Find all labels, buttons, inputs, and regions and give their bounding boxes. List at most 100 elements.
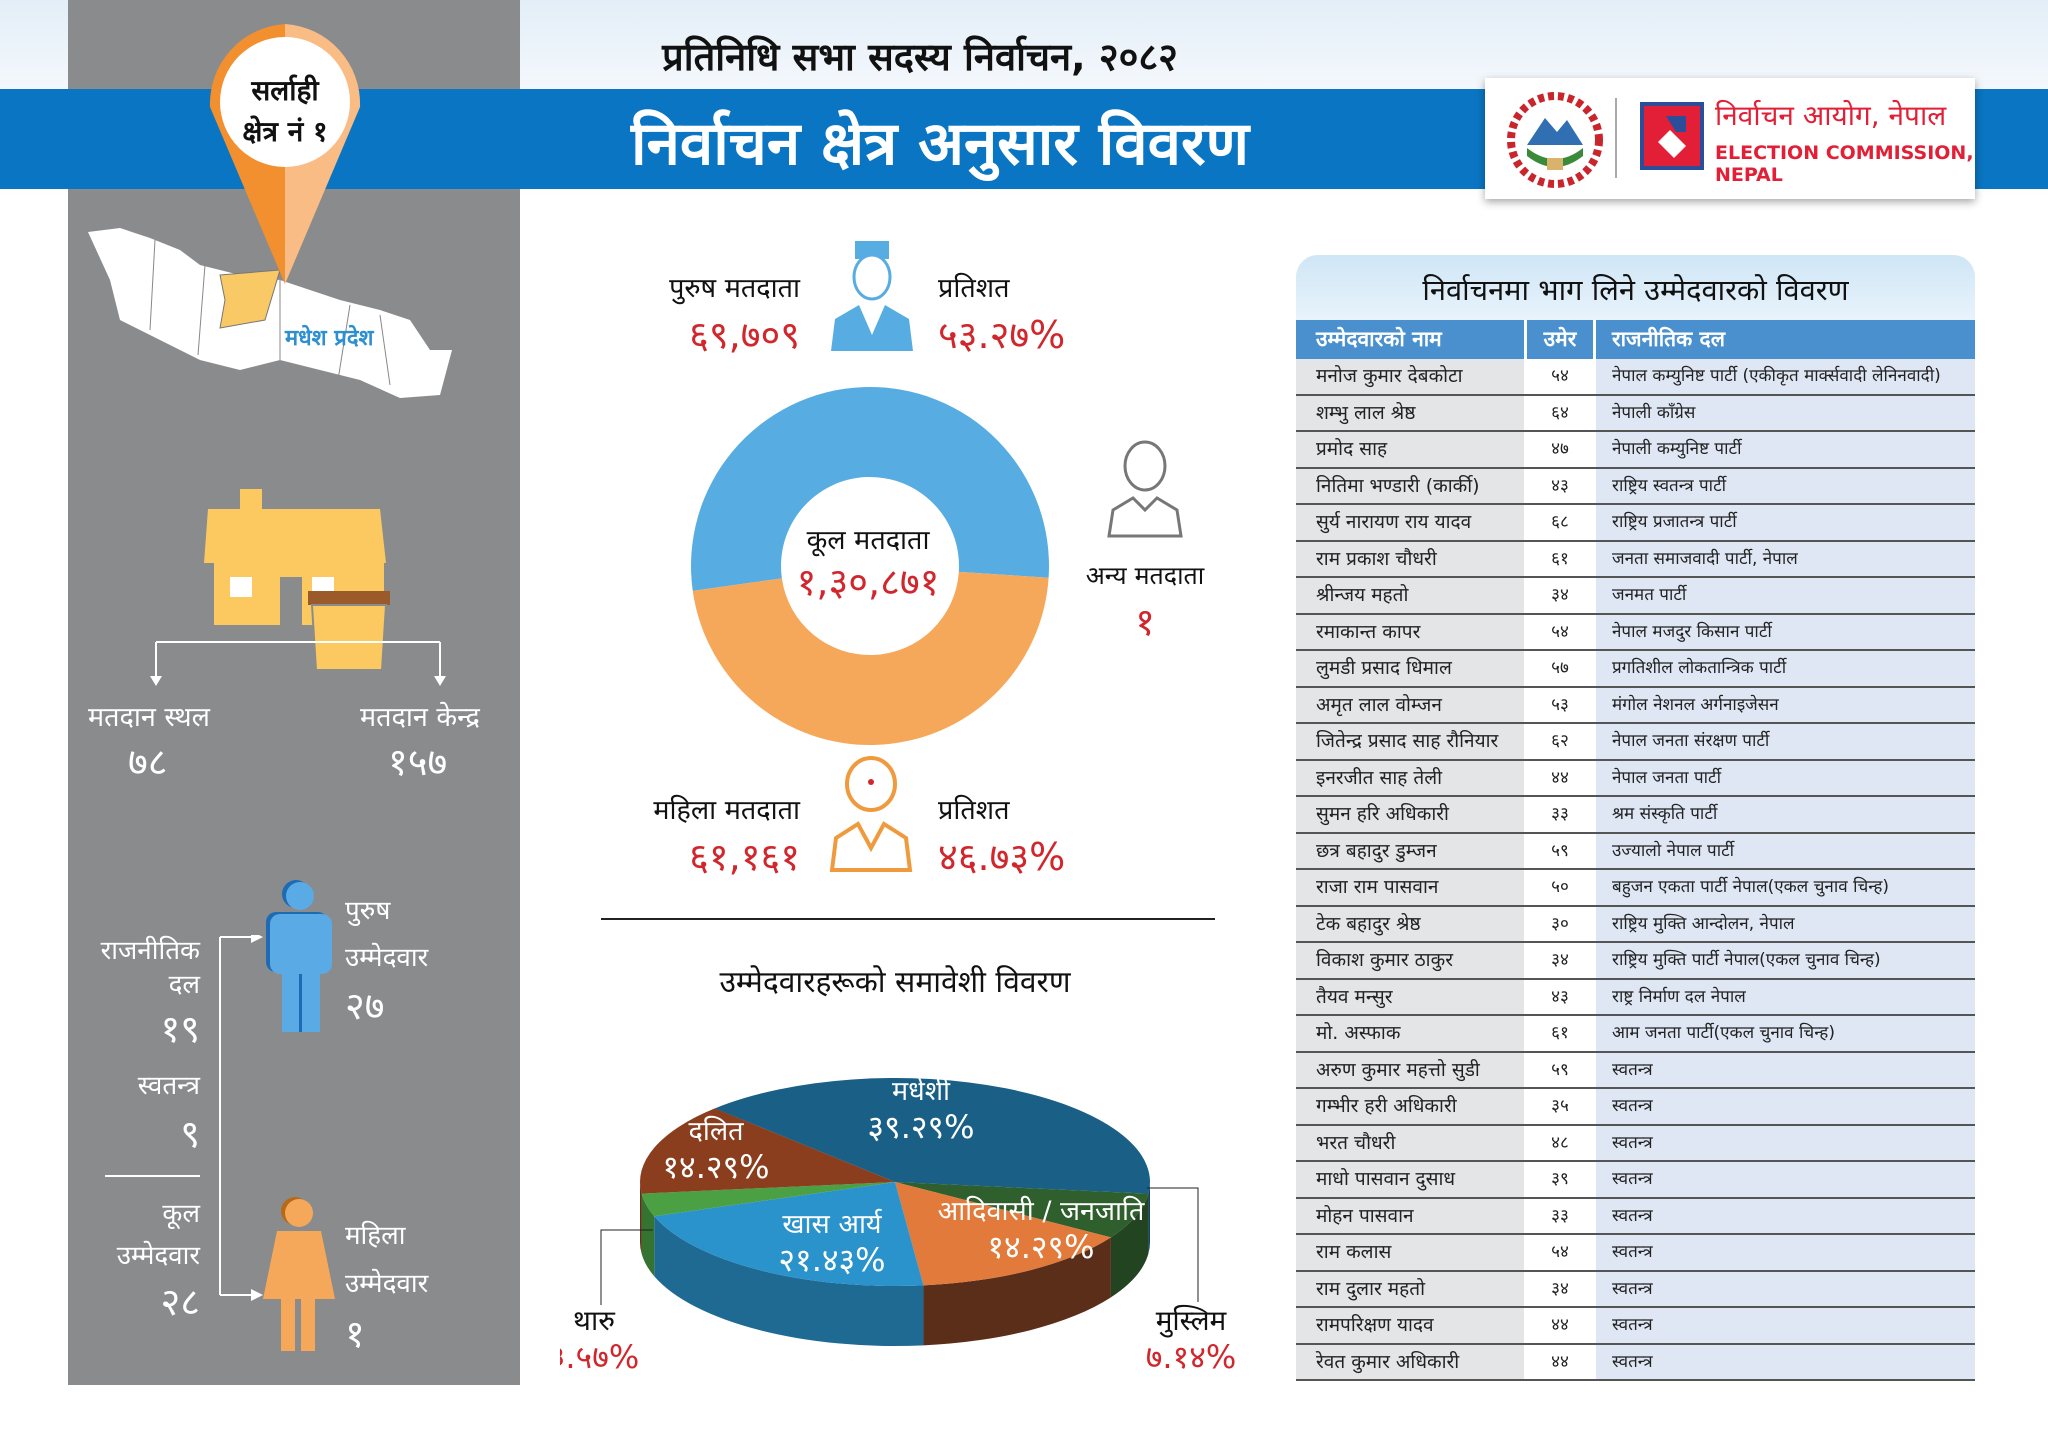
candidate-age: ५७ [1524,651,1596,686]
other-voters-label: अन्य मतदाता [1085,561,1205,590]
candidate-party: राष्ट्र निर्माण दल नेपाल [1596,979,1975,1014]
party-candidates-label: राजनीतिक दल [100,936,200,1000]
polling-stations-value: ७८ [128,740,168,784]
candidate-age: ५४ [1524,359,1596,394]
candidate-name: छत्र बहादुर डुम्जन [1296,833,1524,868]
table-row: प्रमोद साह ४७ नेपाली कम्युनिष्ट पार्टी [1296,432,1975,469]
polling-stations-label: मतदान स्थल [88,702,210,733]
table-row: तैयव मन्सुर ४३ राष्ट्र निर्माण दल नेपाल [1296,979,1975,1016]
candidate-table: निर्वाचनमा भाग लिने उम्मेदवारको विवरण उम… [1296,255,1975,1381]
total-candidates-value: २८ [160,1280,200,1324]
table-row: रेवत कुमार अधिकारी ४४ स्वतन्त्र [1296,1344,1975,1381]
sum-divider [105,1175,200,1177]
candidate-age: ६२ [1524,724,1596,759]
candidate-party: नेपाल जनता संरक्षण पार्टी [1596,724,1975,759]
female-candidates-label-2: उम्मेदवार [345,1269,429,1299]
table-row: गम्भीर हरी अधिकारी ३५ स्वतन्त्र [1296,1089,1975,1126]
candidate-party: आम जनता पार्टी(एकल चुनाव चिन्ह) [1596,1016,1975,1051]
table-row: राजा राम पासवान ५० बहुजन एकता पार्टी नेपाल… [1296,870,1975,907]
candidate-name: गम्भीर हरी अधिकारी [1296,1089,1524,1124]
female-candidates-label-1: महिला [345,1221,406,1251]
table-row: मो. अस्फाक ६१ आम जनता पार्टी(एकल चुनाव चिन… [1296,1016,1975,1053]
table-row: जितेन्द्र प्रसाद साह रौनियार ६२ नेपाल जनता… [1296,724,1975,761]
candidate-party: नेपाल मजदुर किसान पार्टी [1596,614,1975,649]
table-row: लुमडी प्रसाद धिमाल ५७ प्रगतिशील लोकतान्त्र… [1296,651,1975,688]
pie-value-0: ३९.२९% [867,1108,974,1146]
candidate-party: नेपाल कम्युनिष्ट पार्टी (एकीकृत मार्क्सव… [1596,359,1975,394]
candidate-party: स्वतन्त्र [1596,1271,1975,1306]
pie-side-0 [1148,1182,1150,1254]
tharu-leader-line [600,1229,653,1305]
province-label: मधेश प्रदेश [285,326,374,351]
table-row: सुर्य नारायण राय यादव ६८ राष्ट्रिय प्रजातन… [1296,505,1975,542]
pie-slice-4 [641,1182,895,1217]
candidate-age: ४४ [1524,760,1596,795]
independent-candidates-label: स्वतन्त्र [137,1071,200,1101]
candidate-name: राम कलास [1296,1235,1524,1270]
candidate-party: राष्ट्रिय स्वतन्त्र पार्टी [1596,468,1975,503]
candidate-age: ४४ [1524,1344,1596,1379]
election-commission-logo-icon [1640,102,1704,170]
candidate-name: सुर्य नारायण राय यादव [1296,505,1524,540]
inclusion-pie-chart: मधेशी३९.२९%मुस्लिम७.१४%आदिवासी / जनजाति१… [560,1075,1236,1376]
pie-slice-5 [640,1108,895,1194]
candidate-name: राजा राम पासवान [1296,870,1524,905]
pie-slice-0 [714,1078,1150,1194]
candidate-age: ५० [1524,870,1596,905]
donut-slice-male [691,387,1049,591]
muslim-leader-line [1147,1187,1199,1302]
candidate-age: ४३ [1524,979,1596,1014]
pie-label-5: दलित [688,1115,744,1147]
candidate-age: ३५ [1524,1089,1596,1124]
female-pct-value: ४६.७३% [938,835,1066,879]
table-title: निर्वाचनमा भाग लिने उम्मेदवारको विवरण [1296,255,1975,320]
male-candidates-value: २७ [345,984,385,1028]
candidate-name: अमृत लाल वोम्जन [1296,687,1524,722]
logo-divider [1615,98,1617,178]
table-row: टेक बहादुर श्रेष्ठ ३० राष्ट्रिय मुक्ति आन्… [1296,906,1975,943]
candidate-party: स्वतन्त्र [1596,1089,1975,1124]
candidate-name: राम प्रकाश चौधरी [1296,541,1524,576]
party-candidates-value: १९ [160,1007,200,1051]
table-row: राम दुलार महतो ३४ स्वतन्त्र [1296,1271,1975,1308]
candidate-age: ४४ [1524,1308,1596,1343]
candidate-name: राम दुलार महतो [1296,1271,1524,1306]
male-voters-value: ६९,७०९ [689,313,800,357]
map-highlighted-province [219,269,281,329]
header-name: उम्मेदवारको नाम [1296,320,1524,359]
table-row: विकाश कुमार ठाकुर ३४ राष्ट्रिय मुक्ति पार्… [1296,943,1975,980]
polling-centers-label: मतदान केन्द्र [360,702,480,733]
inclusion-title: उम्मेदवारहरूको समावेशी विवरण [719,965,1071,1000]
pie-label-4: थारु [573,1304,616,1337]
total-candidates-label-1: कूल [162,1199,200,1229]
candidate-party: प्रगतिशील लोकतान्त्रिक पार्टी [1596,651,1975,686]
table-row: माधो पासवान दुसाध ३९ स्वतन्त्र [1296,1162,1975,1199]
pie-label-2: आदिवासी / जनजाति [938,1195,1145,1227]
male-pct-value: ५३.२७% [938,313,1066,357]
female-candidates-value: १ [345,1312,365,1356]
candidate-age: ४७ [1524,432,1596,467]
candidate-age: ३४ [1524,578,1596,613]
constituency-district: सर्लाही [251,74,319,107]
pie-slice-2 [895,1182,1111,1286]
total-candidates-label-2: उम्मेदवार [116,1241,200,1271]
nepal-map [88,228,452,398]
candidate-party: मंगोल नेशनल अर्गनाइजेसन [1596,687,1975,722]
table-row: इनरजीत साह तेली ४४ नेपाल जनता पार्टी [1296,760,1975,797]
logo-name-np: निर्वाचन आयोग, नेपाल [1715,99,1947,132]
candidate-age: ३४ [1524,943,1596,978]
pie-value-4: ३.५७% [560,1338,639,1376]
candidate-party: स्वतन्त्र [1596,1235,1975,1270]
candidate-name: रेवत कुमार अधिकारी [1296,1344,1524,1379]
candidate-party: जनता समाजवादी पार्टी, नेपाल [1596,541,1975,576]
pie-side-2 [923,1237,1111,1346]
candidate-party: स्वतन्त्र [1596,1125,1975,1160]
table-row: शम्भु लाल श्रेष्ठ ६४ नेपाली काँग्रेस [1296,395,1975,432]
polling-arrows [150,641,446,686]
header-party: राजनीतिक दल [1596,320,1975,359]
candidate-age: ३३ [1524,1198,1596,1233]
candidate-age: ३९ [1524,1162,1596,1197]
candidate-name: शम्भु लाल श्रेष्ठ [1296,395,1524,430]
polling-centers-value: १५७ [388,740,448,784]
candidate-age: ५४ [1524,614,1596,649]
